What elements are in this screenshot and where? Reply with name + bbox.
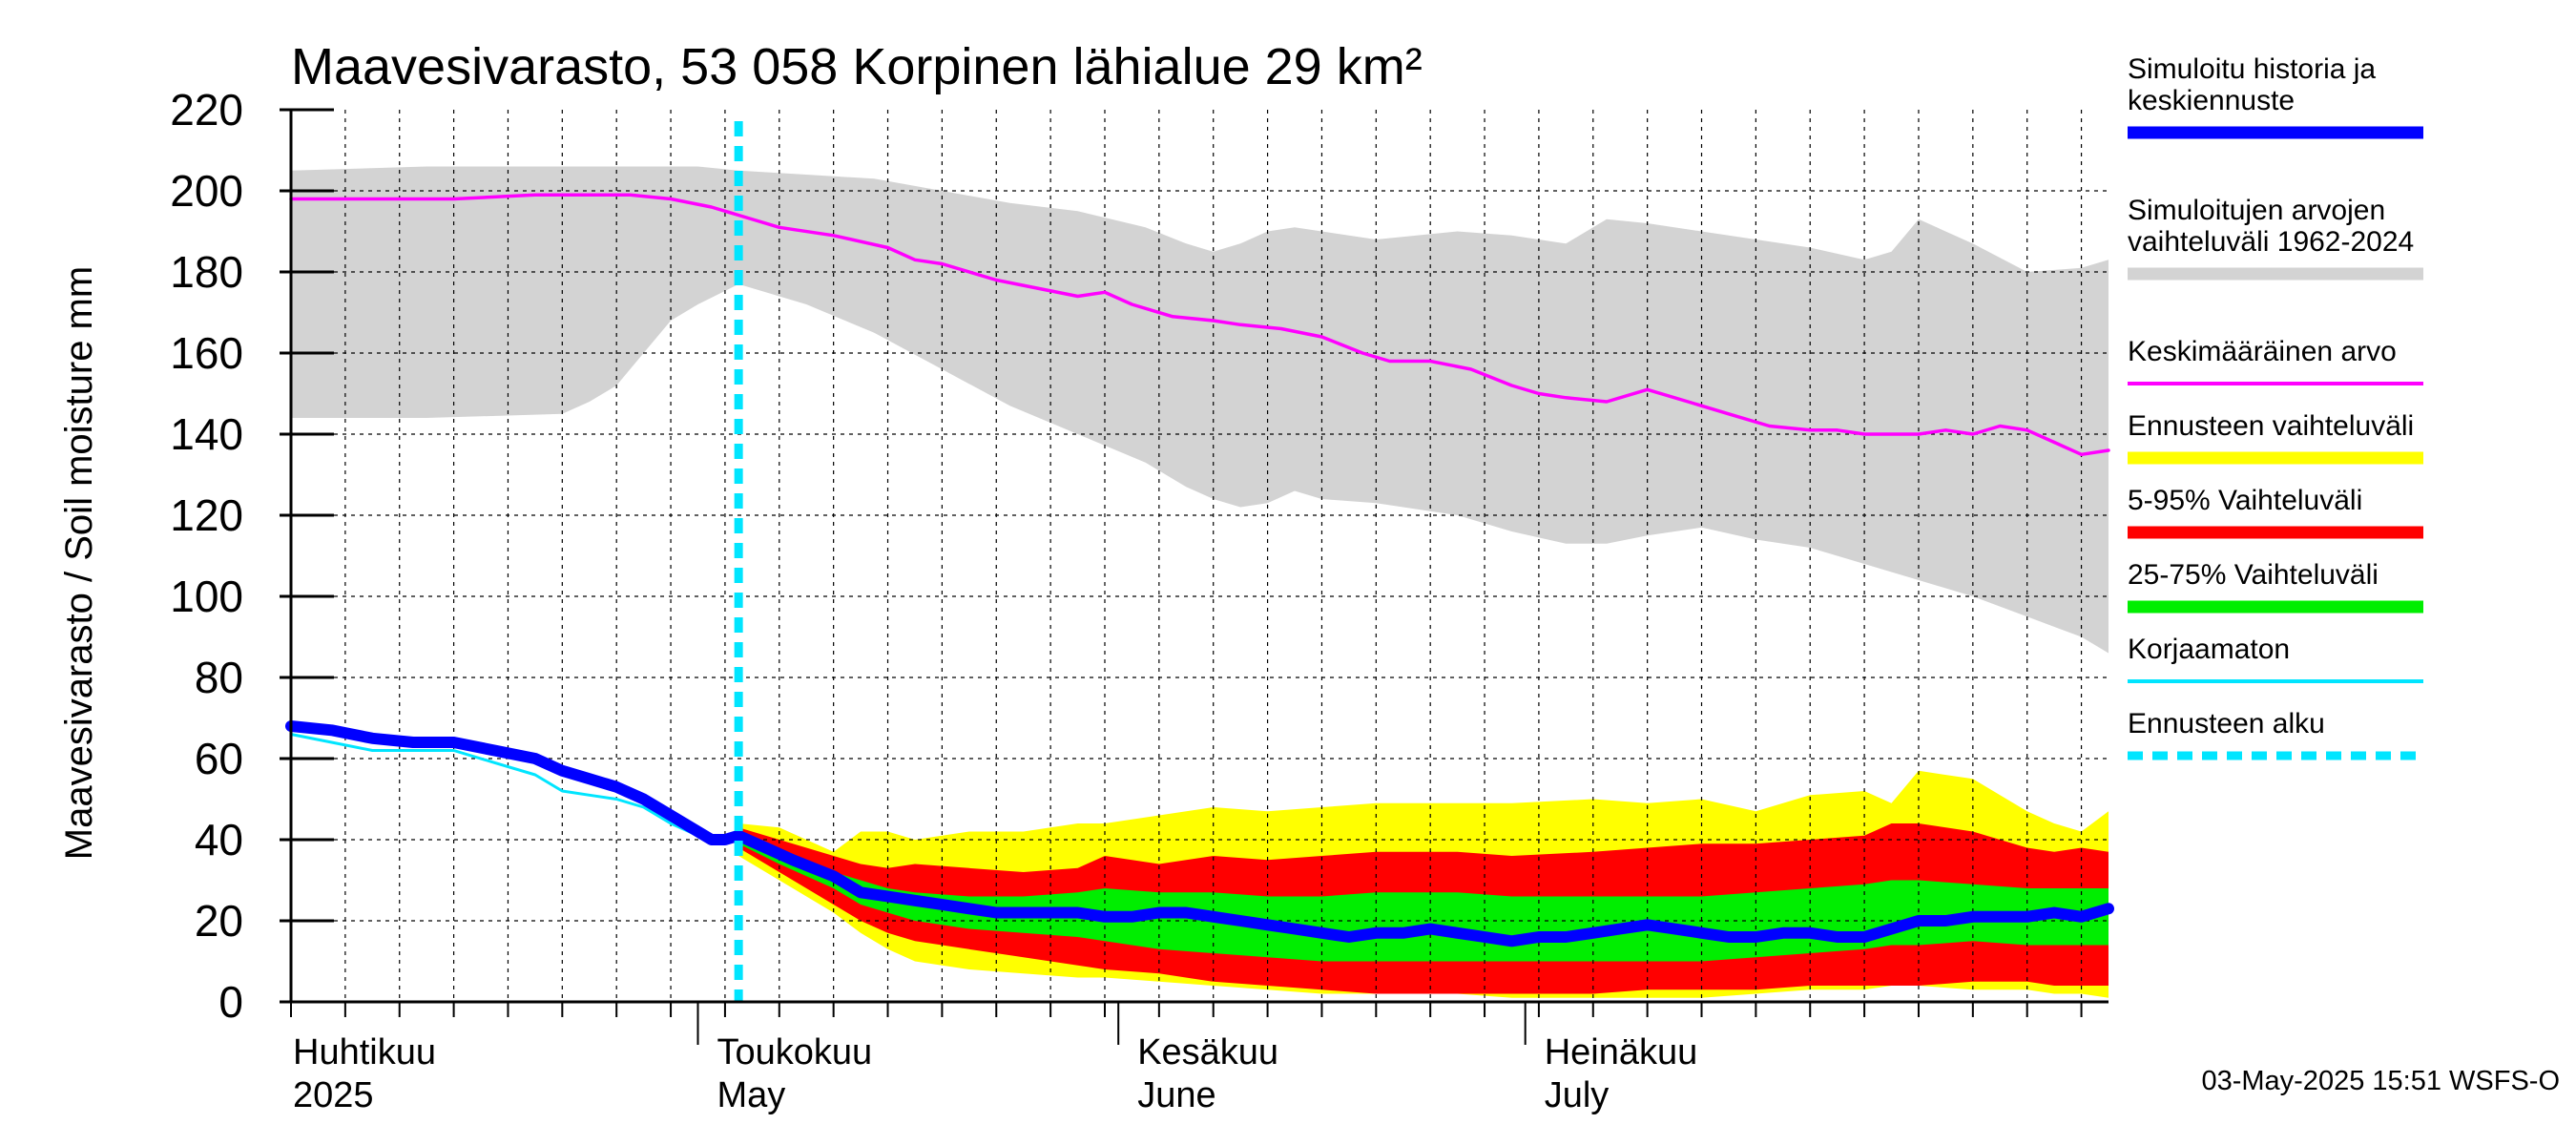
band-simuloitujen-arvojen-vaihteluv-li-1962-2024	[291, 166, 2109, 654]
x-month-label-fi: Kesäkuu	[1137, 1032, 1278, 1072]
legend-item-5-95-vaihteluv-li: 5-95% Vaihteluväli	[2128, 485, 2423, 539]
legend-label: Ennusteen vaihteluväli	[2128, 410, 2414, 442]
legend-item-25-75-vaihteluv-li: 25-75% Vaihteluväli	[2128, 559, 2423, 614]
grid-layer	[291, 110, 2109, 1002]
line-layer	[285, 121, 2114, 1002]
legend-label: keskiennuste	[2128, 85, 2295, 116]
y-tick-label: 180	[170, 247, 243, 297]
x-month-label-fi: Heinäkuu	[1545, 1032, 1698, 1072]
y-axis-label: Maavesivarasto / Soil moisture mm	[58, 266, 100, 860]
legend-item-ennusteen-vaihteluv-li: Ennusteen vaihteluväli	[2128, 410, 2423, 465]
y-tick-label: 20	[195, 896, 243, 946]
y-tick-label: 40	[195, 815, 243, 864]
chart-title: Maavesivarasto, 53 058 Korpinen lähialue…	[291, 38, 1423, 95]
legend-label: 5-95% Vaihteluväli	[2128, 485, 2362, 516]
y-tick-label: 220	[170, 85, 243, 135]
legend-label: Keskimääräinen arvo	[2128, 336, 2397, 367]
legend-label: Ennusteen alku	[2128, 708, 2325, 739]
y-tick-label: 80	[195, 653, 243, 702]
line-simuloitu-historia-ja-keskiennuste	[285, 720, 2114, 947]
legend-label: Korjaamaton	[2128, 634, 2290, 665]
x-month-label-fi: Huhtikuu	[293, 1032, 436, 1072]
legend-item-ennusteen-alku: Ennusteen alku	[2128, 708, 2423, 760]
y-tick-label: 100	[170, 572, 243, 621]
y-tick-label: 140	[170, 409, 243, 459]
axes-layer	[289, 110, 2109, 1004]
legend-label: vaihteluväli 1962-2024	[2128, 226, 2414, 258]
x-month-label-en: July	[1545, 1075, 1610, 1115]
x-month-label-fi: Toukokuu	[717, 1032, 872, 1072]
legend-item-korjaamaton: Korjaamaton	[2128, 634, 2423, 683]
y-tick-label: 120	[170, 490, 243, 540]
y-tick-layer: 0 20 40 60 80 100 120 140 160 180 200 220	[170, 85, 334, 1027]
legend-label: Simuloitu historia ja	[2128, 53, 2376, 85]
footer-timestamp: 03-May-2025 15:51 WSFS-O	[2201, 1066, 2560, 1096]
y-tick-label: 0	[218, 977, 243, 1027]
y-tick-label: 200	[170, 166, 243, 216]
line-keskim-r-inen-arvo	[289, 193, 2110, 457]
legend-label: Simuloitujen arvojen	[2128, 195, 2385, 226]
x-month-label-en: 2025	[293, 1075, 374, 1115]
legend-label: 25-75% Vaihteluväli	[2128, 559, 2379, 591]
x-month-label-en: May	[717, 1075, 785, 1115]
y-tick-label: 160	[170, 328, 243, 378]
x-month-label-en: June	[1137, 1075, 1215, 1115]
legend: Simuloitu historia jakeskiennusteSimuloi…	[2128, 53, 2423, 760]
legend-item-keskim-r-inen-arvo: Keskimääräinen arvo	[2128, 336, 2423, 385]
y-tick-label: 60	[195, 734, 243, 783]
